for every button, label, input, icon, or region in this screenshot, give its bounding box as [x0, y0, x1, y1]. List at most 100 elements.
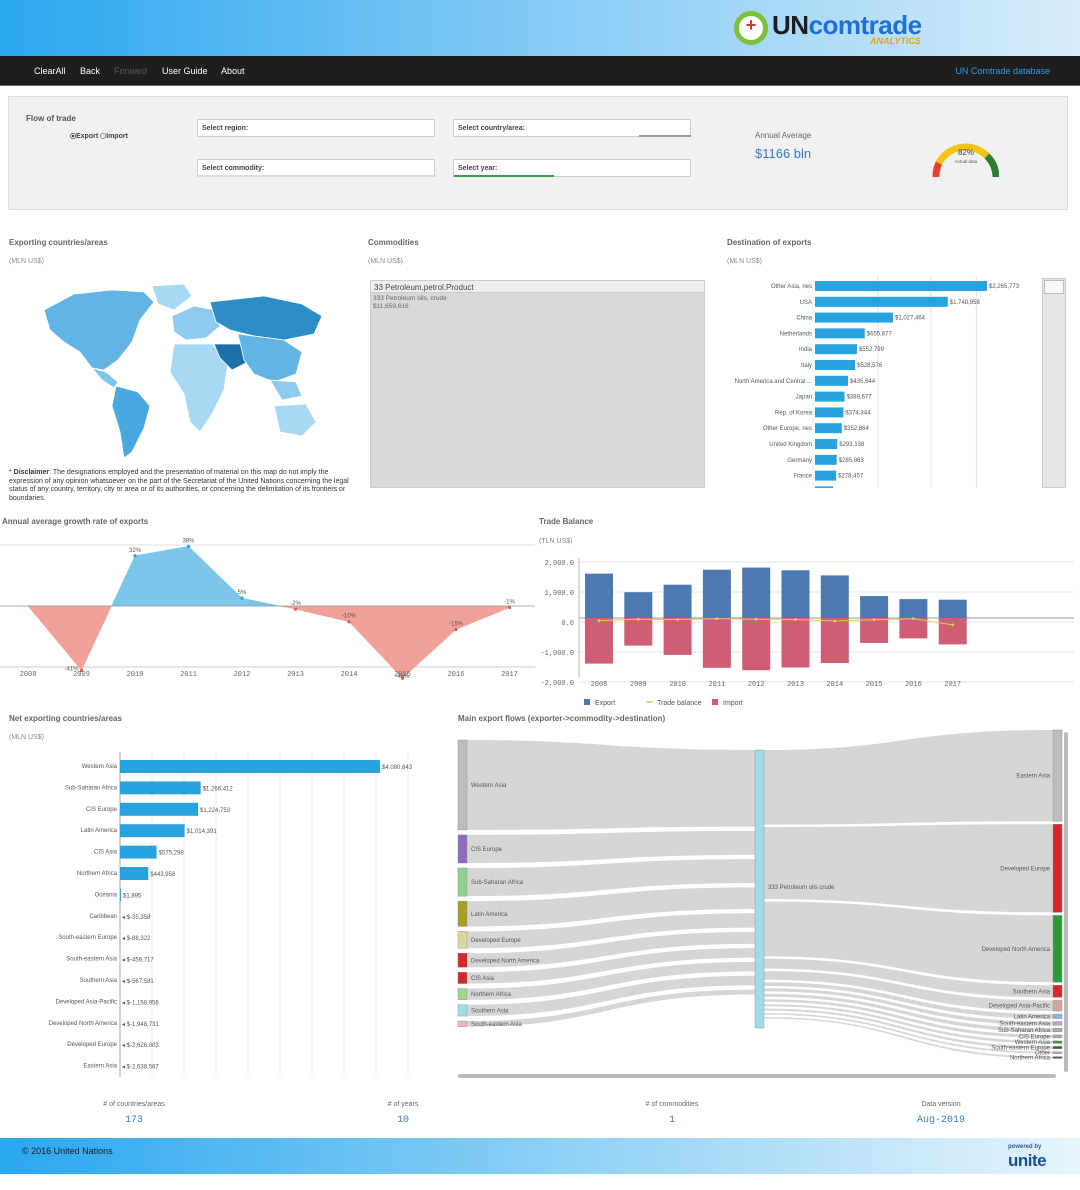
unite-logo[interactable]: unite [1008, 1151, 1047, 1170]
destination-unit: (MLN US$) [727, 258, 763, 265]
destination-bar[interactable] [815, 296, 948, 307]
selection-indicator [454, 175, 554, 177]
category-label: Netherlands [780, 331, 812, 337]
category-label: Other Asia, nes [771, 284, 812, 290]
destination-scrollbar[interactable] [1042, 278, 1066, 488]
net-bar[interactable] [120, 781, 201, 795]
radio-export[interactable]: Export [70, 133, 98, 140]
map-region-middle-east[interactable] [213, 343, 249, 371]
growth-point [186, 544, 191, 548]
sankey-source-label: Latin America [471, 912, 508, 918]
net-bar[interactable] [120, 824, 185, 838]
net-bar[interactable] [120, 867, 149, 880]
sankey-horizontal-scrollbar[interactable] [458, 1074, 1056, 1078]
sankey-target-node [1052, 729, 1063, 822]
sankey-source-node [457, 834, 468, 864]
map-region-southeast-asia[interactable] [269, 379, 303, 401]
sankey-target-node [1052, 1000, 1063, 1012]
flow-radio-group: Export Import [70, 133, 128, 140]
x-tick-label: 2015 [394, 671, 411, 679]
destination-bar[interactable] [815, 470, 837, 481]
select-year[interactable]: Select year: [453, 159, 691, 177]
world-map[interactable] [34, 282, 326, 462]
commodities-treemap[interactable]: 33 Petroleum,petrol.Product 333 Petroleu… [370, 280, 705, 488]
value-label: $443,958 [150, 872, 176, 878]
value-label: ◂ $-2,638,567 [122, 1065, 159, 1071]
destination-bar[interactable] [815, 439, 838, 449]
destination-bar[interactable] [815, 407, 844, 418]
sankey-target-node [1052, 1046, 1063, 1050]
net-bar[interactable] [120, 802, 199, 816]
export-bar [938, 599, 967, 618]
sankey-source-node [457, 1004, 468, 1017]
growth-area [241, 597, 281, 607]
scrollbar-thumb[interactable] [1044, 280, 1064, 294]
sankey-target-node [1052, 985, 1063, 998]
sankey-flow [764, 824, 1053, 913]
sankey-flow [467, 975, 755, 1017]
select-country[interactable]: Select country/area: [453, 119, 691, 137]
map-region-greenland[interactable] [151, 283, 193, 311]
sankey-vertical-scrollbar[interactable] [1064, 732, 1068, 1072]
value-label: ◂ $-1,158,956 [122, 1000, 159, 1006]
select-region[interactable]: Select region: [197, 119, 435, 137]
nav-about[interactable]: About [221, 66, 245, 76]
legend-swatch [712, 699, 718, 705]
select-commodity[interactable]: Select commodity: [197, 159, 436, 177]
plus-icon: + [745, 15, 757, 35]
destination-bar[interactable] [815, 360, 856, 370]
stat-value: 10 [396, 1115, 409, 1126]
trade-balance-point [951, 623, 955, 627]
growth-point [454, 627, 458, 632]
sankey-flow [764, 1004, 1053, 1044]
map-region-australia[interactable] [273, 403, 317, 437]
destination-bar[interactable] [815, 454, 837, 465]
value-label: ◂ $-88,322 [122, 936, 151, 942]
sankey-source-node [457, 900, 468, 927]
net-bar[interactable] [120, 760, 380, 773]
net-bar[interactable] [120, 845, 157, 859]
gauge-yellow-arc [935, 143, 990, 165]
map-region-central-america[interactable] [90, 367, 119, 389]
nav-user-guide[interactable]: User Guide [162, 66, 208, 76]
trade-balance-point [676, 618, 679, 621]
map-region-russia[interactable] [209, 295, 323, 341]
logo-brand: comtrade [808, 10, 923, 40]
uncomtrade-database-link[interactable]: UN Comtrade database [955, 66, 1050, 76]
import-bar [938, 618, 967, 645]
trade-balance-point [833, 619, 837, 623]
nav-forward[interactable]: Forward [114, 66, 148, 76]
map-region-asia[interactable] [237, 333, 303, 383]
commodity-item-name: 333 Petroleum oils, crude [373, 295, 447, 302]
destination-bar[interactable] [815, 344, 857, 355]
nav-back[interactable]: Back [80, 66, 101, 76]
sankey-source-node [457, 988, 468, 1000]
sankey-source-node [457, 931, 468, 949]
destination-bar[interactable] [815, 423, 842, 434]
destination-bar[interactable] [815, 328, 865, 339]
export-bar [781, 570, 810, 618]
trade-balance-point [597, 619, 601, 623]
sankey-target-label: Sub-Saharan Africa [998, 1028, 1051, 1034]
logo-title[interactable]: UNcomtrade [772, 10, 922, 41]
x-tick-label: 2011 [708, 681, 725, 689]
nav-clear-all[interactable]: ClearAll [34, 66, 66, 76]
map-region-europe[interactable] [171, 305, 221, 341]
x-tick-label: 2010 [669, 681, 686, 689]
import-bar [781, 618, 810, 668]
radio-import[interactable]: Import [100, 133, 128, 140]
destination-bar[interactable] [815, 312, 893, 323]
destination-bar[interactable] [815, 281, 987, 291]
net-bar[interactable] [120, 888, 121, 902]
import-bar [820, 618, 849, 663]
category-label: China [796, 316, 812, 322]
map-region-north-america[interactable] [43, 289, 155, 371]
destination-bar[interactable] [815, 391, 845, 402]
export-bar [899, 599, 928, 618]
category-label: Southern Asia [80, 978, 118, 984]
commodity-item[interactable]: 333 Petroleum oils, crude $11,659,616 [371, 293, 704, 313]
destination-bar[interactable] [815, 375, 849, 386]
category-label: CIS Europe [86, 807, 118, 813]
x-tick-label: 2012 [234, 671, 251, 679]
map-region-south-america[interactable] [111, 385, 151, 459]
